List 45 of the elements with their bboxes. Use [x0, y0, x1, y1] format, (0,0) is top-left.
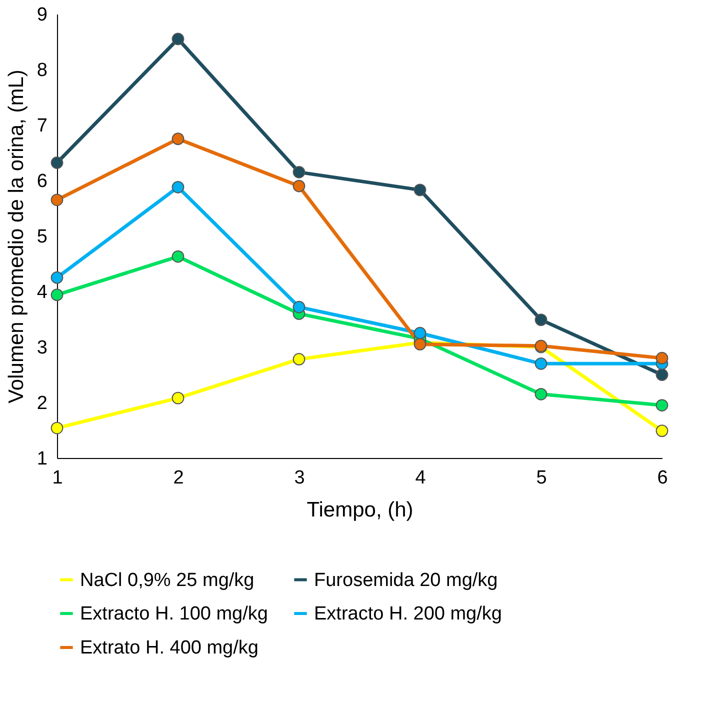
legend-label: Extracto H. 200 mg/kg: [314, 604, 502, 624]
y-tick-label: 6: [36, 171, 48, 192]
point: [172, 392, 184, 404]
point: [50, 271, 64, 284]
point: [656, 368, 668, 381]
point: [50, 194, 64, 206]
point: [292, 300, 306, 314]
point: [414, 326, 426, 340]
legend-label: NaCl 0,9% 25 mg/kg: [80, 570, 254, 591]
y-tick-label: 9: [36, 4, 48, 26]
point: [414, 184, 426, 196]
point: [656, 352, 668, 364]
point: [50, 156, 64, 169]
x-tick-label: 4: [415, 468, 426, 488]
point: [292, 353, 306, 366]
point: [172, 32, 184, 46]
y-tick-label: 4: [36, 282, 48, 303]
point: [50, 422, 64, 434]
point: [50, 288, 64, 302]
y-tick-label: 8: [36, 60, 48, 81]
x-tick-label: 1: [52, 468, 63, 488]
point: [656, 424, 668, 437]
point: [534, 357, 548, 370]
point: [172, 180, 184, 194]
x-tick-label: 6: [657, 468, 668, 488]
y-tick-label: 5: [36, 226, 48, 248]
point: [656, 399, 668, 412]
x-axis-title: Tiempo, (h): [306, 498, 414, 522]
point: [172, 132, 184, 146]
point: [534, 314, 548, 326]
y-tick-label: 1: [36, 448, 48, 470]
x-tick-label: 2: [173, 468, 184, 488]
point: [534, 388, 548, 400]
point: [172, 250, 184, 263]
legend-label: Extracto H. 100 mg/kg: [80, 604, 268, 624]
point: [292, 180, 306, 192]
point: [292, 166, 306, 178]
y-tick-label: 7: [36, 116, 48, 136]
x-tick-label: 5: [536, 468, 547, 488]
y-tick-label: 2: [36, 393, 48, 414]
x-tick-label: 3: [294, 468, 305, 488]
legend-label: Extrato H. 400 mg/kg: [80, 638, 258, 658]
y-axis-title: Volumen promedio de la orina, (mL): [4, 70, 28, 404]
legend-label: Furosemida 20 mg/kg: [314, 570, 498, 591]
y-tick-label: 3: [36, 338, 48, 358]
